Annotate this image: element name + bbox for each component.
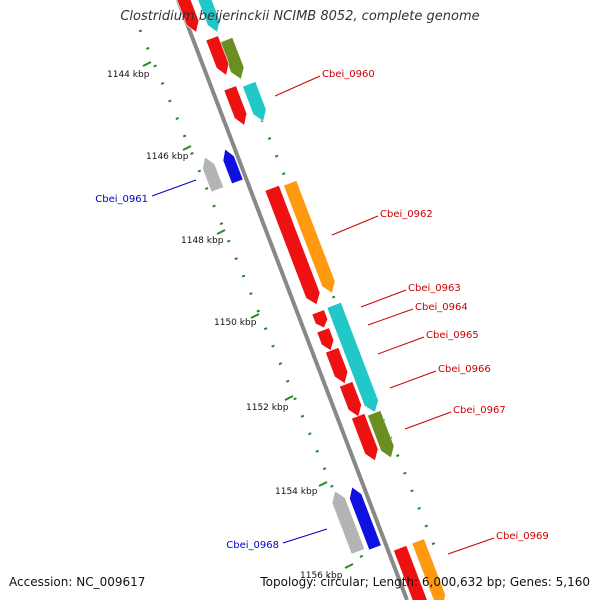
gene-label-forward[interactable]: Cbei_0969 — [496, 531, 549, 542]
scale-tick — [318, 481, 328, 487]
cds-red-cbei0962[interactable] — [264, 184, 321, 306]
leader-line — [377, 336, 425, 355]
cds-red-2[interactable] — [205, 35, 230, 76]
scale-label: 1150 kbp — [214, 318, 257, 328]
cds-cyan-cbei0965[interactable] — [326, 301, 379, 413]
cds-red-cbei0969[interactable] — [393, 545, 428, 600]
cds-red-cbei0964[interactable] — [316, 327, 335, 352]
cds-orange-cbei0962[interactable] — [283, 180, 336, 294]
gene-label-forward[interactable]: Cbei_0965 — [426, 330, 479, 341]
gene-label-forward[interactable]: Cbei_0966 — [438, 364, 491, 375]
scale-tick — [284, 395, 294, 401]
cds-blue-cbei0968[interactable] — [349, 486, 382, 551]
gene-label-forward[interactable]: Cbei_0967 — [453, 405, 506, 416]
scale-tick — [142, 61, 152, 67]
cds-top-cyan-1[interactable] — [197, 0, 221, 33]
cds-cyan-2[interactable] — [242, 81, 267, 122]
gene-label-forward[interactable]: Cbei_0963 — [408, 283, 461, 294]
cds-olive-cbei0967[interactable] — [367, 410, 395, 459]
scale-label: 1144 kbp — [107, 70, 150, 80]
leader-line — [389, 370, 437, 389]
scale-label: 1152 kbp — [246, 403, 289, 413]
leader-line — [367, 308, 414, 326]
leader-line — [151, 179, 197, 197]
scale-tick — [344, 563, 354, 569]
gene-label-reverse[interactable]: Cbei_0968 — [226, 540, 279, 551]
gene-label-forward[interactable]: Cbei_0960 — [322, 69, 375, 80]
cds-red-cbei0966[interactable] — [325, 347, 349, 385]
scale-label: 1154 kbp — [275, 487, 318, 497]
leader-line — [331, 215, 379, 236]
scale-tick — [216, 229, 226, 235]
scale-label: 1146 kbp — [146, 152, 189, 162]
cds-gray-cbei0968[interactable] — [331, 490, 366, 555]
scale-label: 1148 kbp — [181, 236, 224, 246]
leader-line — [404, 411, 452, 430]
cds-blue-cbei0961[interactable] — [222, 148, 244, 185]
gene-label-forward[interactable]: Cbei_0964 — [415, 302, 468, 313]
cds-red-cbei0967a[interactable] — [339, 381, 362, 418]
cds-red-3[interactable] — [223, 85, 248, 126]
leader-line — [360, 289, 407, 308]
cds-top-red-1[interactable] — [176, 0, 200, 33]
accession-label: Accession: NC_009617 — [9, 575, 146, 589]
cds-gray-cbei0961[interactable] — [202, 156, 224, 193]
scale-tick — [182, 145, 192, 151]
scale-label: 1156 kbp — [300, 571, 343, 581]
scale-track — [138, 29, 367, 566]
leader-line — [274, 75, 321, 97]
gene-label-forward[interactable]: Cbei_0962 — [380, 209, 433, 220]
leader-line — [282, 528, 328, 544]
leader-line — [447, 537, 495, 555]
topology-label: Topology: circular; Length: 6,000,632 bp… — [260, 575, 590, 589]
cds-red-cbei0963[interactable] — [311, 309, 329, 329]
map-title: Clostridium beijerinckii NCIMB 8052, com… — [120, 9, 480, 24]
genome-backbone — [176, 0, 409, 600]
gene-label-reverse[interactable]: Cbei_0961 — [95, 194, 148, 205]
cds-red-cbei0967b[interactable] — [351, 413, 379, 462]
cds-olive-1[interactable] — [219, 37, 245, 80]
scale-tick — [250, 313, 260, 319]
cds-orange-cbei0969[interactable] — [411, 538, 446, 600]
